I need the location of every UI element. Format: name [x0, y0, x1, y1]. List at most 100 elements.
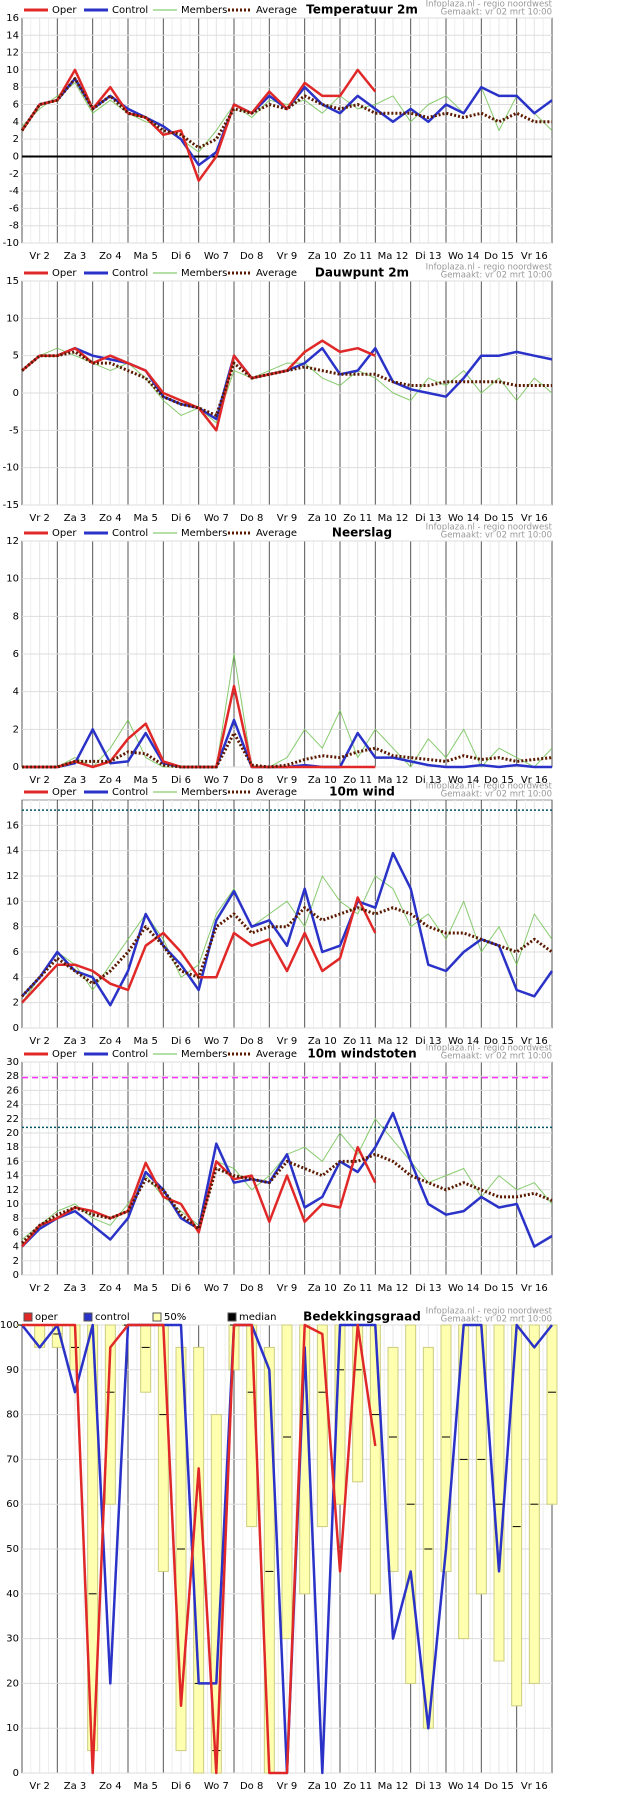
y-tick-label: 14: [6, 846, 19, 857]
y-tick-label: 10: [6, 574, 19, 585]
credit: Infoplaza.nl - regio noordwest: [426, 0, 553, 10]
x-tick-label: Wo 7: [204, 1283, 229, 1294]
x-tick-label: Vr 2: [29, 251, 50, 262]
legend-label: oper: [35, 1312, 59, 1323]
x-tick-label: Vr 2: [29, 1283, 50, 1294]
x-tick-label: Do 8: [240, 775, 263, 786]
y-tick-label: 8: [13, 922, 19, 933]
x-tick-label: Zo 11: [343, 1283, 372, 1294]
y-tick-label: 28: [6, 1071, 19, 1082]
x-tick-label: Di 13: [415, 1036, 441, 1047]
series-line: [22, 684, 376, 769]
credit: Infoplaza.nl - regio noordwest: [426, 1044, 553, 1054]
y-tick-label: 60: [6, 1499, 19, 1510]
legend-label: Members: [181, 5, 227, 16]
x-tick-label: Vr 16: [521, 1036, 548, 1047]
y-tick-label: 10: [6, 313, 19, 324]
credit: Gemaakt: vr 02 mrt 10:00: [441, 790, 552, 800]
series-line: [21, 339, 376, 432]
y-tick-label: -6: [9, 203, 19, 214]
y-tick-label: 6: [13, 100, 19, 111]
y-tick-label: 4: [13, 117, 19, 128]
x-tick-label: Vr 2: [29, 1036, 50, 1047]
series-line: [21, 851, 554, 1007]
y-tick-label: 80: [6, 1410, 19, 1421]
band-bar: [104, 1324, 116, 1505]
x-tick-label: Do 15: [484, 513, 514, 524]
x-tick-label: Do 15: [484, 1781, 514, 1792]
y-tick-label: 14: [6, 1171, 19, 1182]
credit: Infoplaza.nl - regio noordwest: [426, 1307, 553, 1317]
x-tick-label: Do 15: [484, 1283, 514, 1294]
y-tick-label: 70: [6, 1454, 19, 1465]
series-line: [20, 1152, 553, 1245]
credit: Gemaakt: vr 02 mrt 10:00: [441, 1052, 552, 1062]
x-tick-label: Ma 5: [134, 1283, 158, 1294]
y-tick-label: 14: [6, 30, 19, 41]
x-tick-label: Vr 16: [521, 1781, 548, 1792]
x-tick-label: Ma 5: [134, 775, 158, 786]
legend-swatch: [152, 1312, 162, 1322]
x-tick-label: Di 13: [415, 251, 441, 262]
band-bar: [493, 1324, 505, 1662]
x-tick-label: Zo 11: [343, 1036, 372, 1047]
y-tick-label: 100: [0, 1320, 19, 1331]
legend-label: Control: [112, 268, 148, 279]
x-tick-label: Wo 14: [448, 775, 479, 786]
x-tick-label: Zo 4: [99, 1036, 122, 1047]
x-tick-label: Za 3: [64, 251, 87, 262]
x-tick-label: Za 3: [64, 775, 87, 786]
x-tick-label: Zo 11: [343, 775, 372, 786]
y-tick-label: 6: [13, 1227, 19, 1238]
legend-label: Oper: [52, 787, 77, 798]
y-tick-label: 0: [13, 1270, 19, 1281]
series-line: [22, 653, 553, 768]
x-tick-label: Zo 4: [99, 775, 122, 786]
y-tick-label: 15: [6, 276, 19, 287]
x-tick-label: Wo 14: [448, 1036, 479, 1047]
series-line: [21, 1111, 553, 1248]
y-tick-label: 16: [6, 13, 19, 24]
y-tick-label: 20: [6, 1128, 19, 1139]
chart-title: 10m wind: [329, 785, 395, 799]
x-tick-label: Di 6: [171, 251, 191, 262]
x-tick-label: Di 6: [171, 513, 191, 524]
legend-label: Average: [256, 528, 297, 539]
legend-label: Average: [256, 787, 297, 798]
y-tick-label: -8: [9, 221, 19, 232]
x-tick-label: Do 8: [240, 513, 263, 524]
y-tick-label: 12: [6, 536, 19, 547]
legend-label: Average: [256, 268, 297, 279]
legend-swatch: [23, 1312, 33, 1322]
x-tick-label: Wo 7: [204, 775, 229, 786]
x-tick-label: Zo 4: [99, 1283, 122, 1294]
y-tick-label: 2: [13, 998, 19, 1009]
x-tick-label: Di 13: [415, 775, 441, 786]
x-tick-label: Di 6: [171, 1781, 191, 1792]
x-tick-label: Vr 2: [29, 775, 50, 786]
series-line: [20, 77, 552, 150]
legend-label: Oper: [52, 528, 77, 539]
y-tick-label: 0: [13, 1023, 19, 1034]
y-tick-label: 30: [6, 1057, 19, 1068]
chart-title: Bedekkingsgraad: [303, 1310, 421, 1324]
x-tick-label: Do 15: [484, 1036, 514, 1047]
x-tick-label: Za 10: [308, 1283, 337, 1294]
legend-label: Control: [112, 1049, 148, 1060]
x-tick-label: Wo 14: [448, 1283, 479, 1294]
x-tick-label: Za 10: [308, 513, 337, 524]
x-tick-label: Di 6: [171, 775, 191, 786]
y-tick-label: 90: [6, 1365, 19, 1376]
legend-label: Members: [181, 268, 227, 279]
x-tick-label: Do 15: [484, 251, 514, 262]
x-tick-label: Za 3: [64, 1036, 87, 1047]
chart-title: Dauwpunt 2m: [315, 266, 409, 280]
x-tick-label: Zo 4: [99, 513, 122, 524]
y-tick-label: 6: [13, 649, 19, 660]
x-tick-label: Za 10: [308, 1781, 337, 1792]
series-line: [21, 875, 553, 1003]
x-tick-label: Za 10: [308, 775, 337, 786]
x-tick-label: Vr 9: [277, 251, 298, 262]
x-tick-label: Wo 7: [204, 513, 229, 524]
y-tick-label: 18: [6, 1142, 19, 1153]
